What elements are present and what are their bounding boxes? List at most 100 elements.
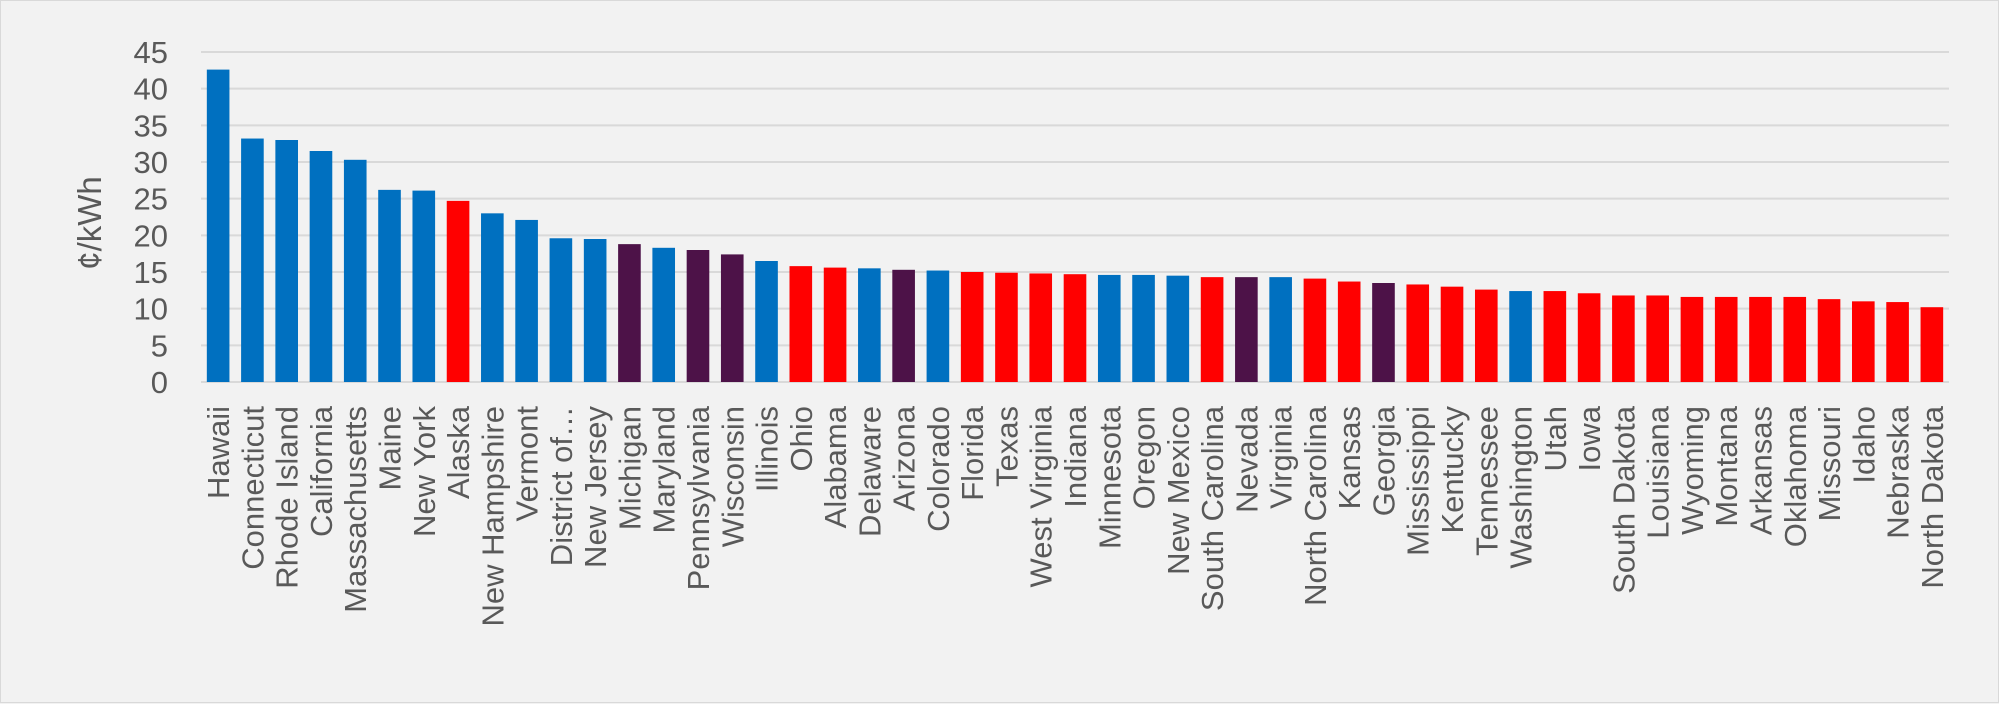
x-category-label: Arkansas <box>1743 406 1778 535</box>
bar <box>206 69 230 382</box>
bar <box>1474 289 1498 382</box>
x-category-label: Maine <box>373 406 408 490</box>
bar <box>1200 277 1224 382</box>
x-category-label: New Mexico <box>1161 406 1196 575</box>
x-category-label: New Jersey <box>578 406 613 568</box>
bar <box>755 261 778 382</box>
y-tick-label: 0 <box>151 365 168 400</box>
x-category-label: New York <box>407 406 442 537</box>
x-category-label: Colorado <box>921 406 956 532</box>
bar <box>1783 296 1807 382</box>
bar <box>858 268 881 382</box>
x-category-label: Indiana <box>1058 405 1093 507</box>
bar <box>241 138 264 382</box>
x-category-label: Michigan <box>612 406 647 530</box>
x-category-label: Kansas <box>1332 406 1367 509</box>
x-category-label: Mississippi <box>1401 406 1436 556</box>
y-tick-label: 20 <box>134 218 168 253</box>
x-category-label: Pennsylvania <box>681 405 716 590</box>
bar <box>412 190 436 382</box>
x-category-label: Idaho <box>1846 406 1881 484</box>
bar <box>960 272 984 382</box>
x-category-label: South Dakota <box>1606 405 1641 594</box>
bar <box>583 239 607 382</box>
bar <box>618 244 641 382</box>
x-category-label: Ohio <box>784 406 819 471</box>
x-category-label: Vermont <box>510 406 545 522</box>
x-category-label: California <box>304 405 339 537</box>
bar <box>1577 293 1601 382</box>
bar <box>1749 296 1772 382</box>
bar <box>378 189 401 382</box>
bar <box>720 254 744 382</box>
x-category-label: North Carolina <box>1298 405 1333 606</box>
x-category-label: Connecticut <box>235 406 270 570</box>
bar <box>515 219 538 382</box>
bar <box>1886 302 1909 382</box>
x-category-label: Rhode Island <box>270 406 305 589</box>
bar <box>926 270 950 382</box>
bar <box>549 238 573 382</box>
x-category-label: Missouri <box>1812 406 1847 521</box>
bar <box>1440 286 1464 382</box>
x-category-label: Minnesota <box>1092 405 1127 549</box>
bar <box>1612 295 1635 382</box>
x-category-label: Iowa <box>1572 405 1607 471</box>
bar <box>309 151 333 382</box>
y-tick-label: 30 <box>134 145 168 180</box>
x-category-label: Virginia <box>1264 405 1299 509</box>
x-category-label: Wyoming <box>1675 406 1710 535</box>
bar <box>1303 278 1327 382</box>
bar <box>1132 274 1155 382</box>
x-category-label: New Hampshire <box>475 406 510 627</box>
y-tick-label: 35 <box>134 108 168 143</box>
y-tick-label: 45 <box>134 35 168 70</box>
bar <box>1235 277 1258 382</box>
y-axis-title: ¢/kWh <box>71 176 108 270</box>
bar <box>1337 281 1361 382</box>
x-category-label: Massachusetts <box>338 406 373 613</box>
x-category-label: North Dakota <box>1915 405 1950 588</box>
bar <box>1269 277 1292 382</box>
x-category-label: Florida <box>955 405 990 501</box>
bar <box>1680 296 1704 382</box>
x-category-label: Montana <box>1709 405 1744 526</box>
x-category-label: Oklahoma <box>1778 405 1813 547</box>
x-category-label: Alabama <box>818 405 853 528</box>
x-category-label: West Virginia <box>1024 405 1059 587</box>
bar <box>275 140 298 382</box>
x-category-label: Delaware <box>852 406 887 537</box>
bar <box>652 247 676 382</box>
x-category-label: Nebraska <box>1881 405 1916 538</box>
x-category-label: Tennessee <box>1469 406 1504 556</box>
bar <box>1372 283 1395 382</box>
bar <box>1406 284 1430 382</box>
bar <box>1166 275 1190 382</box>
x-category-label: Hawaii <box>201 406 236 499</box>
x-category-label: Wisconsin <box>715 406 750 547</box>
bar <box>446 200 470 382</box>
x-category-label: Arizona <box>887 405 922 511</box>
x-category-label: Illinois <box>750 406 785 492</box>
x-category-label: Alaska <box>441 405 476 499</box>
bar <box>1817 299 1841 382</box>
bar <box>1063 274 1087 382</box>
x-category-label: South Carolina <box>1195 405 1230 611</box>
bar <box>481 213 504 382</box>
y-tick-label: 15 <box>134 255 168 290</box>
y-tick-label: 40 <box>134 72 168 107</box>
x-category-label: District of… <box>544 406 579 566</box>
bar <box>995 272 1018 382</box>
x-category-label: Georgia <box>1366 405 1401 516</box>
bar <box>823 267 847 382</box>
bar <box>1714 296 1738 382</box>
x-category-label: Texas <box>989 406 1024 487</box>
x-category-label: Washington <box>1504 406 1539 569</box>
x-category-label: Utah <box>1538 406 1573 471</box>
y-tick-label: 10 <box>134 292 168 327</box>
bar <box>892 269 915 382</box>
bar <box>1029 273 1053 382</box>
